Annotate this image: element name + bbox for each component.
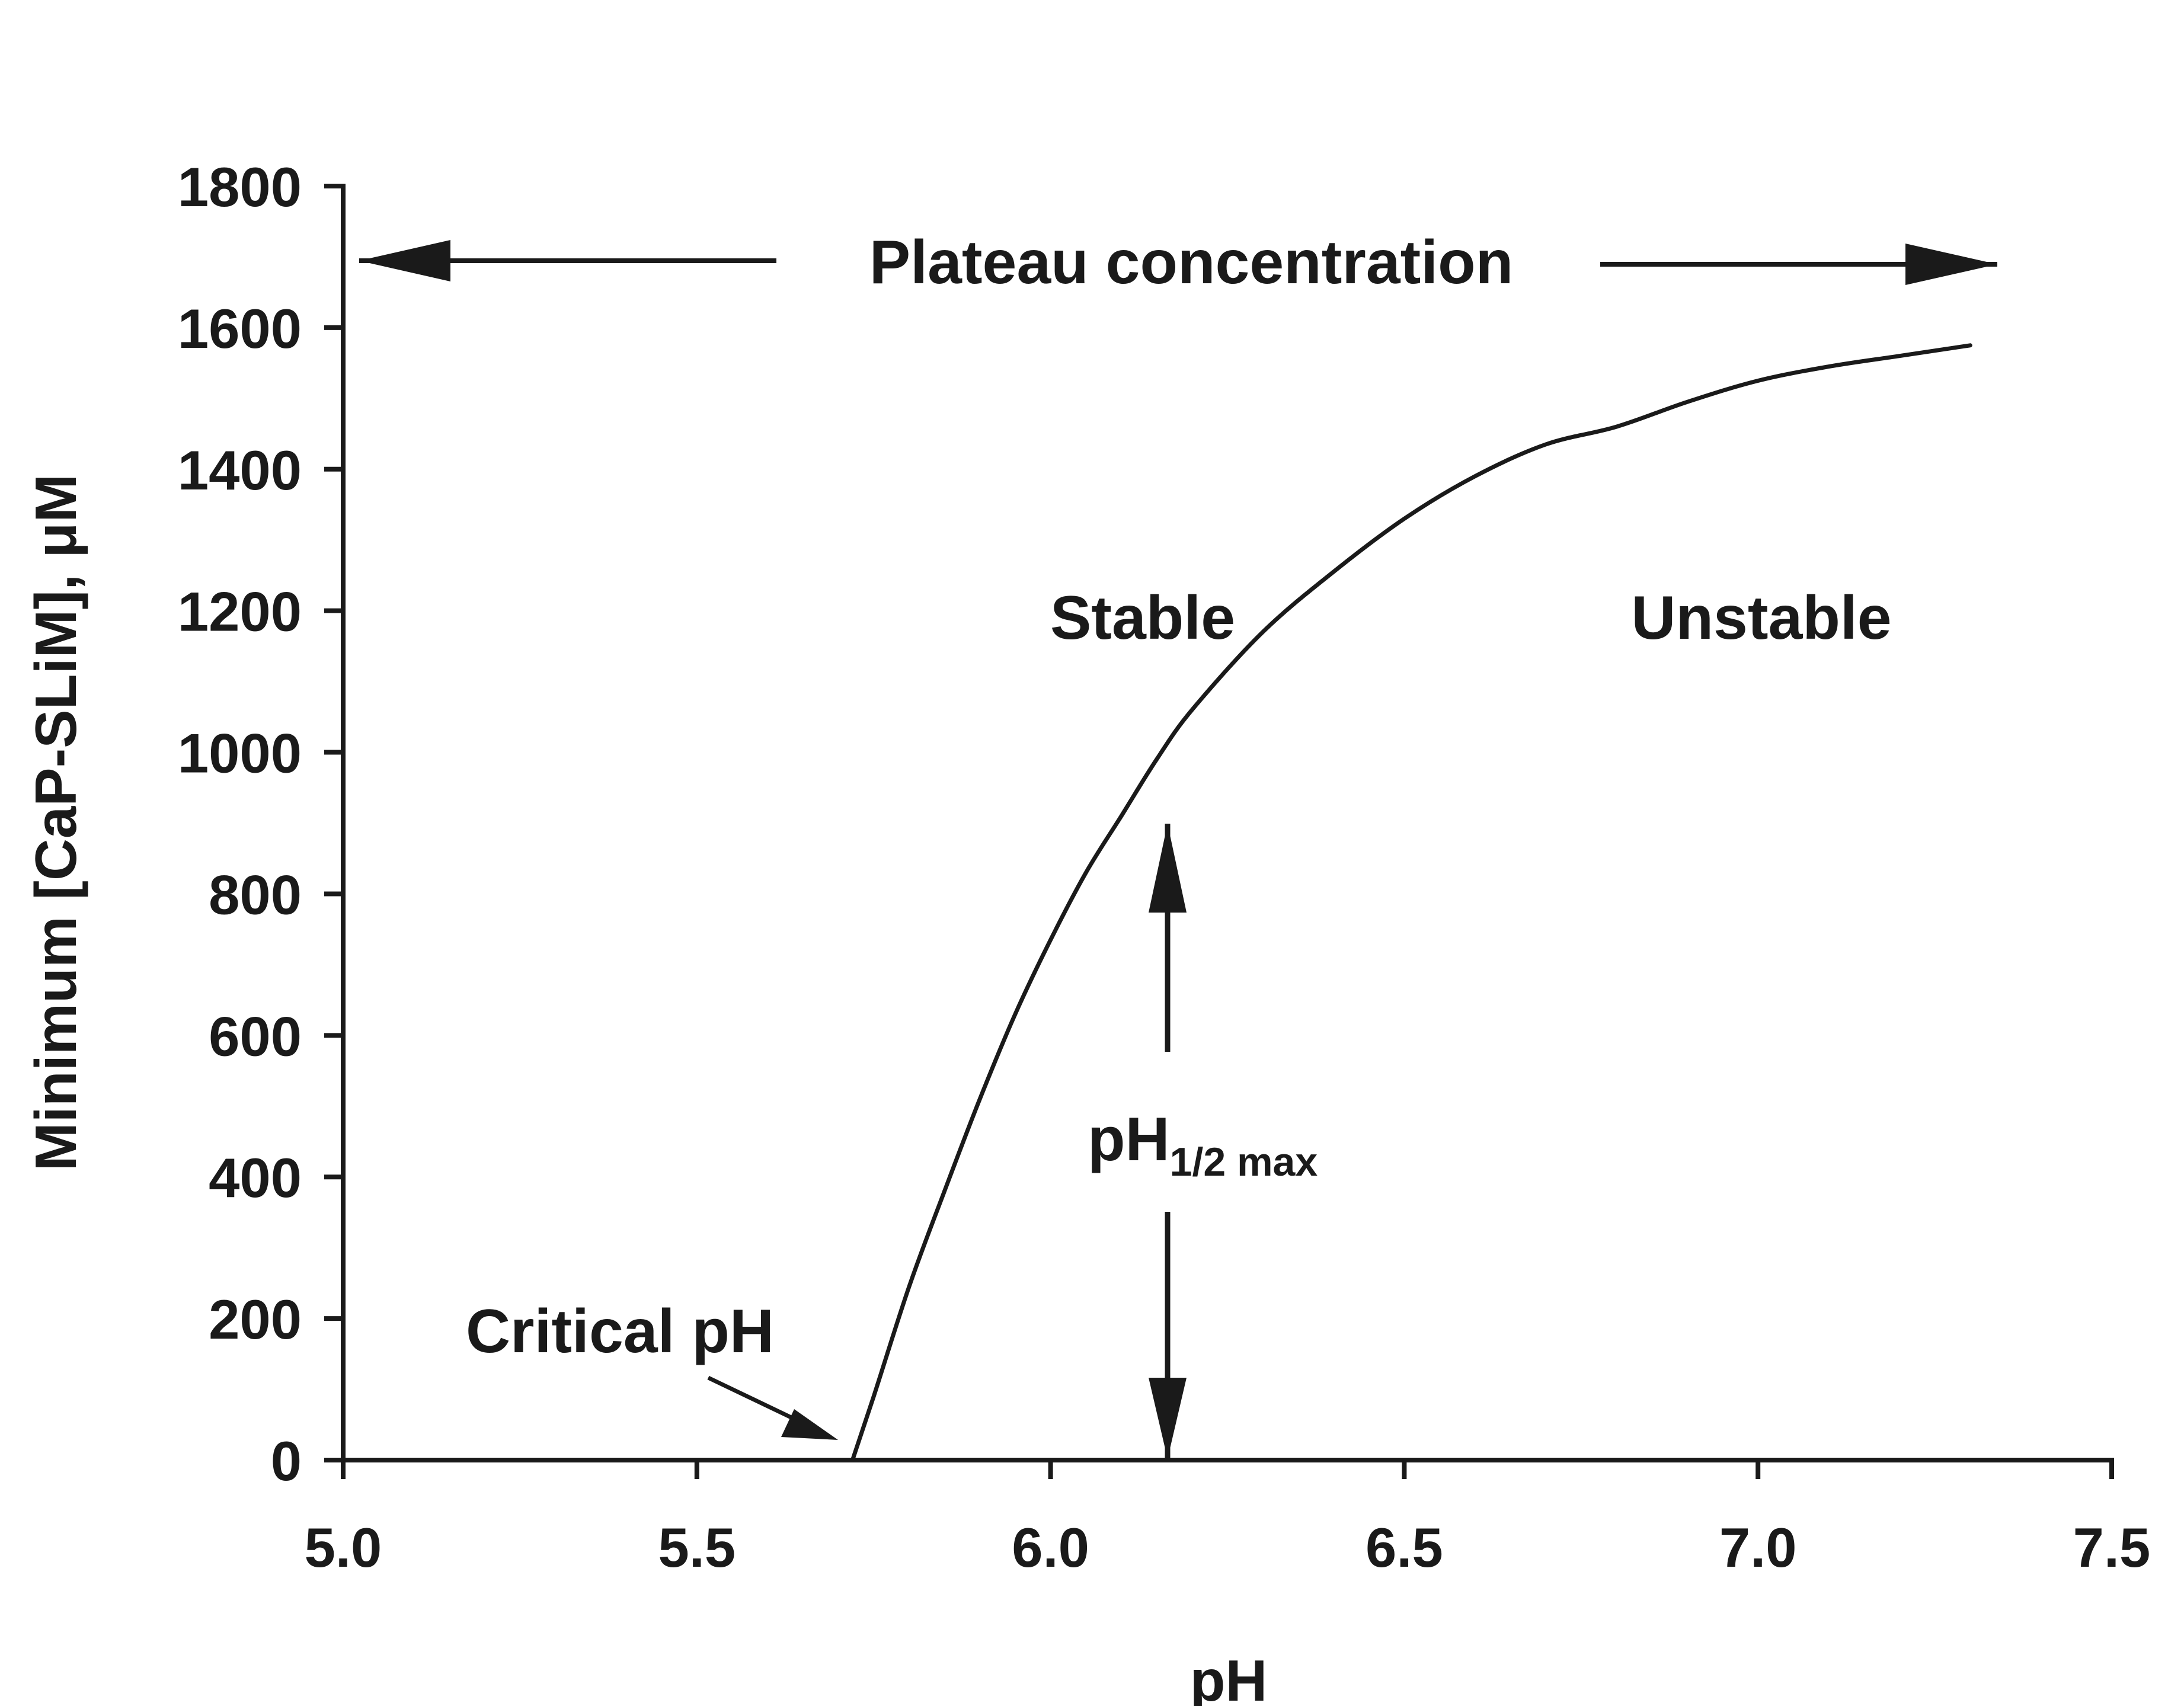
half-max-up-arrowhead [1149, 824, 1187, 913]
y-ticks: 0 200 400 600 800 1000 1200 1400 1600 1800 [178, 156, 343, 1492]
x-tick-label: 6.5 [1366, 1516, 1443, 1579]
y-tick-label: 800 [209, 863, 302, 926]
half-max-subscript: 1/2 max [1170, 1140, 1318, 1185]
y-axis-title: Minimum [CaP-SLiM], μM [23, 474, 88, 1171]
plateau-annotation: Plateau concentration [359, 228, 1997, 297]
y-tick-label: 1000 [178, 722, 302, 785]
half-max-down-arrowhead [1149, 1378, 1187, 1459]
x-tick-label: 5.5 [658, 1516, 736, 1579]
y-tick-label: 1800 [178, 156, 302, 218]
y-tick-label: 200 [209, 1288, 302, 1350]
critical-arrowhead [781, 1409, 838, 1440]
x-tick-label: 7.0 [1719, 1516, 1797, 1579]
half-max-label: pH1/2 max [1088, 1105, 1318, 1185]
unstable-label: Unstable [1631, 584, 1891, 652]
y-tick-label: 600 [209, 1005, 302, 1067]
half-max-annotation: pH1/2 max [1088, 824, 1318, 1459]
y-tick-label: 1400 [178, 439, 302, 501]
critical-label: Critical pH [466, 1297, 774, 1366]
stable-label: Stable [1050, 584, 1235, 652]
x-tick-label: 5.0 [305, 1516, 382, 1579]
y-tick-label: 0 [271, 1430, 302, 1492]
y-tick-label: 400 [209, 1147, 302, 1209]
y-tick-label: 1200 [178, 581, 302, 643]
x-axis-title: pH [1190, 1648, 1268, 1706]
x-ticks: 5.0 5.5 6.0 6.5 7.0 7.5 [305, 1460, 2151, 1579]
plateau-label: Plateau concentration [869, 228, 1513, 297]
y-tick-label: 1600 [178, 297, 302, 360]
critical-annotation: Critical pH [466, 1297, 838, 1440]
plateau-left-arrowhead [359, 240, 450, 281]
half-max-main: pH [1088, 1105, 1170, 1174]
x-tick-label: 6.0 [1012, 1516, 1089, 1579]
series-line [850, 343, 1972, 1462]
plateau-right-arrowhead [1905, 244, 1997, 285]
x-tick-label: 7.5 [2073, 1516, 2151, 1579]
